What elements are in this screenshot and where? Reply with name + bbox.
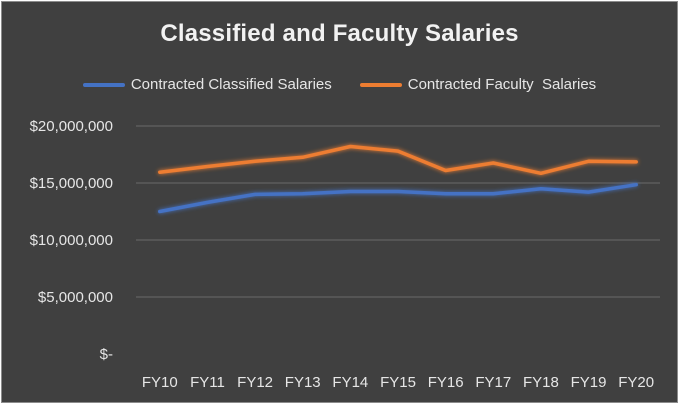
y-tick-label: $15,000,000 — [30, 175, 113, 192]
x-tick-label: FY17 — [475, 374, 511, 391]
x-tick-label: FY18 — [523, 374, 559, 391]
x-tick-label: FY13 — [285, 374, 321, 391]
y-tick-label: $10,000,000 — [30, 232, 113, 249]
legend: Contracted Classified Salaries Contracted… — [2, 76, 677, 93]
legend-swatch-0 — [82, 82, 125, 87]
chart-title: Classified and Faculty Salaries — [160, 20, 519, 47]
legend-label-1: Contracted Faculty Salaries — [407, 76, 597, 93]
x-tick-label: FY19 — [571, 374, 607, 391]
y-tick-label: $- — [100, 346, 113, 363]
y-tick-label: $5,000,000 — [38, 289, 113, 306]
x-tick-label: FY14 — [332, 374, 368, 391]
x-tick-label: FY12 — [237, 374, 273, 391]
y-tick-label: $20,000,000 — [30, 118, 113, 135]
series-line-1 — [158, 144, 638, 176]
legend-item-0: Contracted Classified Salaries — [82, 76, 332, 93]
series-line-0 — [158, 182, 638, 214]
x-tick-label: FY15 — [380, 374, 416, 391]
x-tick-label: FY11 — [190, 374, 225, 391]
x-tick-label: FY20 — [618, 374, 654, 391]
legend-item-1: Contracted Faculty Salaries — [359, 76, 597, 93]
legend-swatch-1 — [359, 82, 402, 87]
x-tick-label: FY10 — [142, 374, 178, 391]
x-tick-label: FY16 — [428, 374, 464, 391]
legend-label-0: Contracted Classified Salaries — [130, 76, 332, 93]
